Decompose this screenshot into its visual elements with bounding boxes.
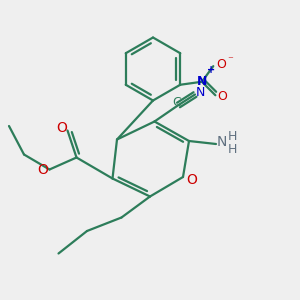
Text: N: N [217, 135, 227, 148]
Text: N: N [196, 86, 205, 100]
Text: +: + [207, 65, 215, 75]
Text: O: O [216, 58, 226, 71]
Text: O: O [217, 90, 227, 103]
Text: N: N [197, 75, 208, 88]
Text: O: O [57, 121, 68, 134]
Text: ⁻: ⁻ [227, 56, 233, 66]
Text: O: O [38, 163, 48, 176]
Text: H: H [228, 143, 237, 156]
Text: O: O [186, 173, 197, 187]
Text: C: C [172, 96, 182, 109]
Text: H: H [228, 130, 237, 143]
